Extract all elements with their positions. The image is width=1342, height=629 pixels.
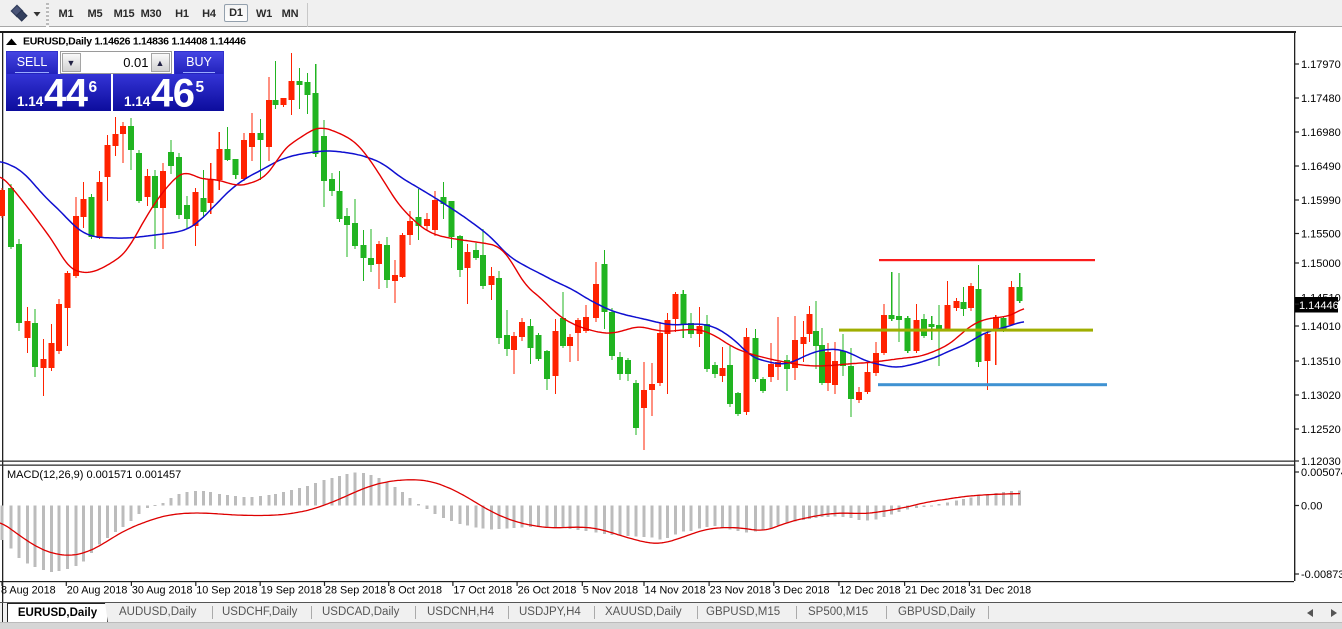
- svg-text:10 Sep 2018: 10 Sep 2018: [196, 585, 257, 597]
- svg-text:1.12520: 1.12520: [1301, 424, 1341, 436]
- svg-text:31 Dec 2018: 31 Dec 2018: [970, 585, 1031, 597]
- svg-text:1.13510: 1.13510: [1301, 356, 1341, 368]
- svg-text:1.17480: 1.17480: [1301, 93, 1341, 105]
- svg-text:14 Nov 2018: 14 Nov 2018: [645, 585, 706, 597]
- svg-text:0.005074: 0.005074: [1301, 467, 1342, 479]
- svg-text:1.13020: 1.13020: [1301, 390, 1341, 402]
- svg-text:1.14: 1.14: [17, 94, 44, 109]
- svg-text:1.16490: 1.16490: [1301, 161, 1341, 173]
- svg-text:1.17970: 1.17970: [1301, 59, 1341, 71]
- svg-text:3 Dec 2018: 3 Dec 2018: [774, 585, 829, 597]
- svg-text:1.14: 1.14: [124, 94, 151, 109]
- svg-text:46: 46: [151, 72, 195, 112]
- svg-text:30 Aug 2018: 30 Aug 2018: [132, 585, 193, 597]
- svg-text:44: 44: [44, 72, 89, 112]
- svg-text:28 Sep 2018: 28 Sep 2018: [325, 585, 386, 597]
- svg-text:EURUSD,Daily 1.14626 1.14836: EURUSD,Daily 1.14626 1.14836 1.14408 1.1…: [23, 36, 246, 48]
- svg-text:23 Nov 2018: 23 Nov 2018: [710, 585, 771, 597]
- svg-text:1.15990: 1.15990: [1301, 195, 1341, 207]
- svg-text:21 Dec 2018: 21 Dec 2018: [905, 585, 966, 597]
- svg-text:6: 6: [89, 79, 98, 96]
- svg-text:1.15500: 1.15500: [1301, 229, 1341, 241]
- svg-text:5: 5: [196, 79, 205, 96]
- svg-text:8 Oct 2018: 8 Oct 2018: [389, 585, 442, 597]
- svg-text:0.00: 0.00: [1301, 501, 1322, 513]
- svg-text:26 Oct 2018: 26 Oct 2018: [518, 585, 577, 597]
- svg-text:1.12030: 1.12030: [1301, 456, 1341, 468]
- svg-text:1.14010: 1.14010: [1301, 321, 1341, 333]
- svg-text:1.15000: 1.15000: [1301, 258, 1341, 270]
- svg-text:8 Aug 2018: 8 Aug 2018: [1, 585, 56, 597]
- svg-text:1.14446: 1.14446: [1299, 300, 1339, 312]
- svg-text:17 Oct 2018: 17 Oct 2018: [453, 585, 512, 597]
- svg-text:-0.00873: -0.00873: [1301, 569, 1342, 581]
- svg-text:19 Sep 2018: 19 Sep 2018: [261, 585, 322, 597]
- svg-text:20 Aug 2018: 20 Aug 2018: [67, 585, 128, 597]
- svg-text:5 Nov 2018: 5 Nov 2018: [583, 585, 638, 597]
- svg-text:1.16980: 1.16980: [1301, 127, 1341, 139]
- svg-text:MACD(12,26,9) 0.001571 0.00145: MACD(12,26,9) 0.001571 0.001457: [7, 469, 181, 481]
- svg-text:12 Dec 2018: 12 Dec 2018: [839, 585, 900, 597]
